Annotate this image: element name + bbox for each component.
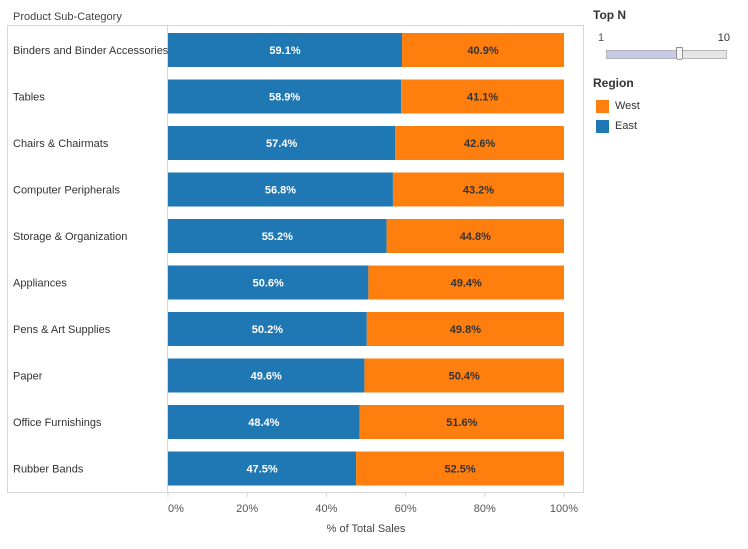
x-axis-title: % of Total Sales (327, 523, 406, 535)
bar-label-west: 49.4% (451, 278, 482, 290)
bar-east[interactable] (168, 33, 403, 67)
category-label: Rubber Bands (13, 464, 84, 476)
bar-label-east: 47.5% (246, 464, 277, 476)
category-label: Paper (13, 371, 43, 383)
bar-west[interactable] (401, 79, 564, 114)
bar-east[interactable] (168, 405, 360, 439)
bar-east[interactable] (168, 312, 367, 346)
bar-west[interactable] (366, 312, 564, 346)
chart-frame (7, 25, 584, 492)
x-tick-label: 60% (395, 503, 417, 515)
category-label: Storage & Organization (13, 231, 127, 243)
x-tick-label: 80% (474, 503, 496, 515)
bar-label-east: 56.8% (265, 185, 296, 197)
slider-min-label: 1 (598, 32, 605, 44)
bar-label-east: 50.2% (252, 324, 283, 336)
bar-label-east: 48.4% (248, 417, 279, 429)
x-tick-label: 100% (550, 503, 578, 515)
bar-west[interactable] (356, 451, 564, 486)
bar-west[interactable] (359, 405, 564, 439)
bar-label-west: 44.8% (460, 231, 491, 243)
x-tick-label: 0% (168, 503, 184, 515)
slider-track[interactable] (606, 47, 727, 60)
bar-label-west: 41.1% (467, 92, 498, 104)
legend-swatch-west (596, 99, 609, 113)
bar-label-east: 50.6% (253, 278, 284, 290)
slider-handle[interactable] (676, 47, 684, 60)
bar-label-west: 49.8% (450, 324, 481, 336)
bar-label-east: 57.4% (266, 138, 297, 150)
category-label: Tables (13, 92, 45, 104)
slider-fill (607, 51, 680, 58)
bar-label-east: 58.9% (269, 92, 300, 104)
category-label: Pens & Art Supplies (13, 324, 111, 336)
slider-max-label: 10 (717, 32, 730, 44)
bar-label-west: 40.9% (467, 45, 498, 57)
bar-east[interactable] (168, 265, 369, 300)
bar-east[interactable] (168, 126, 396, 160)
bar-west[interactable] (386, 219, 564, 253)
bar-west[interactable] (368, 265, 564, 300)
bar-east[interactable] (168, 79, 402, 114)
category-label: Binders and Binder Accessories (13, 45, 169, 57)
bar-east[interactable] (168, 219, 387, 253)
filter-title: Top N (593, 8, 627, 22)
bar-label-west: 43.2% (463, 185, 494, 197)
x-tick-label: 40% (315, 503, 337, 515)
bar-east[interactable] (168, 451, 357, 486)
bar-west[interactable] (364, 358, 564, 393)
bar-east[interactable] (168, 172, 393, 207)
bar-label-west: 42.6% (464, 138, 495, 150)
bar-label-west: 50.4% (449, 371, 480, 383)
bar-west[interactable] (392, 172, 564, 207)
bar-label-west: 52.5% (444, 464, 475, 476)
category-label: Chairs & Chairmats (13, 138, 109, 150)
stacked-bar-chart: Binders and Binder Accessories 59.1% 40.9%… (7, 25, 584, 535)
legend-title: Region (593, 76, 634, 90)
category-label: Appliances (13, 278, 67, 290)
legend-label-east: East (615, 120, 638, 132)
legend-item-west[interactable]: West (593, 96, 743, 116)
bar-east[interactable] (168, 358, 365, 393)
category-label: Office Furnishings (13, 417, 102, 429)
legend-item-east[interactable]: East (593, 116, 743, 136)
row-header: Product Sub-Category (13, 11, 122, 23)
legend-label-west: West (615, 100, 640, 112)
side-panel: Top N 1 10 Region West East (593, 8, 743, 136)
bar-label-west: 51.6% (446, 417, 477, 429)
legend-swatch-east (596, 119, 609, 133)
legend: West East (593, 96, 743, 136)
top-n-slider[interactable]: 1 10 (593, 30, 743, 70)
bar-west[interactable] (402, 33, 564, 67)
bar-west[interactable] (395, 126, 564, 160)
x-tick-label: 20% (236, 503, 258, 515)
bar-label-east: 49.6% (251, 371, 282, 383)
bar-label-east: 59.1% (269, 45, 300, 57)
category-label: Computer Peripherals (13, 185, 120, 197)
bar-label-east: 55.2% (262, 231, 293, 243)
